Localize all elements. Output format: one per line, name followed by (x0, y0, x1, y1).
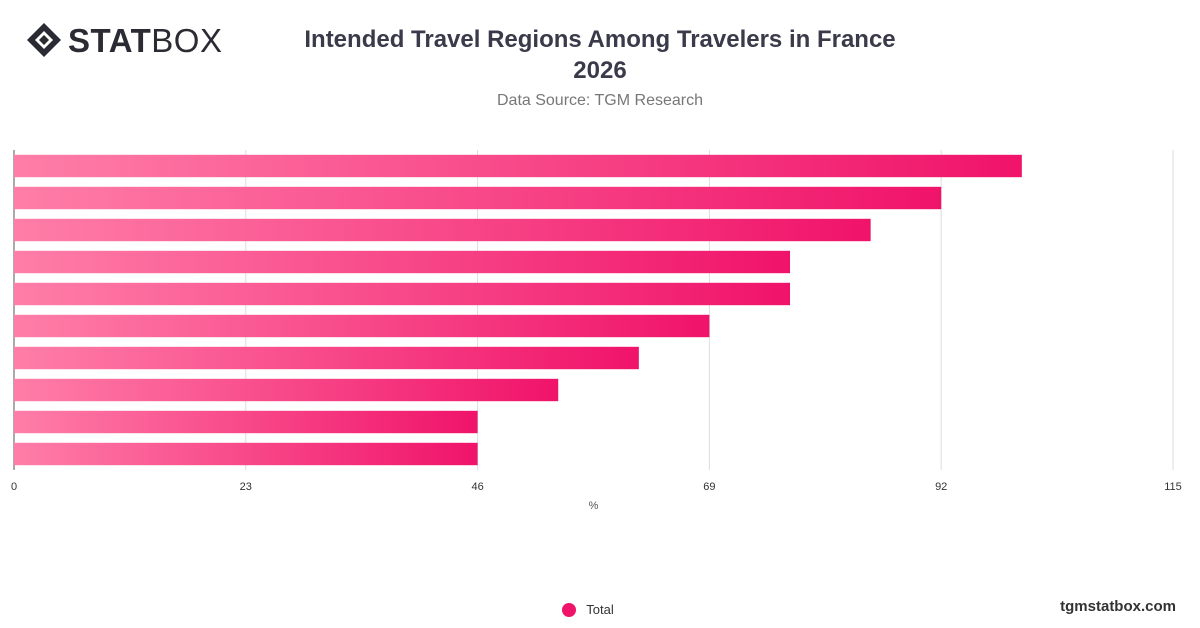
legend-marker-icon (562, 602, 577, 617)
statbox-logo: STATBOX (26, 22, 222, 58)
x-tick-label: 0 (11, 481, 17, 493)
bar[interactable] (14, 410, 478, 434)
logo-stat-text: STAT (68, 21, 152, 59)
x-tick-label: 92 (935, 481, 947, 493)
bar[interactable] (14, 186, 942, 210)
x-tick-label: 23 (240, 481, 252, 493)
bar[interactable] (14, 218, 871, 242)
chart-title-line2: 2026 (573, 57, 627, 84)
bar[interactable] (14, 346, 639, 370)
website-footer: tgmstatbox.com (1060, 598, 1176, 615)
bar-chart: 0 23 46 69 92 115% (11, 150, 1182, 512)
chart-title: Intended Travel Regions Among Travelers … (240, 24, 960, 86)
x-tick-label: 115 (1164, 481, 1182, 493)
bar[interactable] (14, 250, 791, 274)
x-tick-label: 46 (471, 481, 483, 493)
bar[interactable] (14, 378, 559, 402)
chart-subtitle: Data Source: TGM Research (496, 92, 703, 109)
logo-wordmark: STATBOX (68, 24, 222, 57)
x-tick-label: 69 (703, 481, 715, 493)
bar[interactable] (14, 154, 1022, 178)
chart-title-line1: Intended Travel Regions Among Travelers … (304, 26, 896, 53)
bar[interactable] (14, 442, 478, 466)
bar[interactable] (14, 314, 710, 338)
x-axis: 0 23 46 69 92 115% (11, 481, 1182, 512)
bars (14, 154, 1022, 466)
bar[interactable] (14, 282, 791, 306)
diamond-logo-icon (27, 23, 61, 57)
x-axis-label: % (589, 500, 599, 512)
logo-box-text: BOX (151, 21, 223, 59)
chart-legend[interactable]: Total (0, 602, 1200, 617)
legend-label-total[interactable]: Total (586, 602, 614, 617)
